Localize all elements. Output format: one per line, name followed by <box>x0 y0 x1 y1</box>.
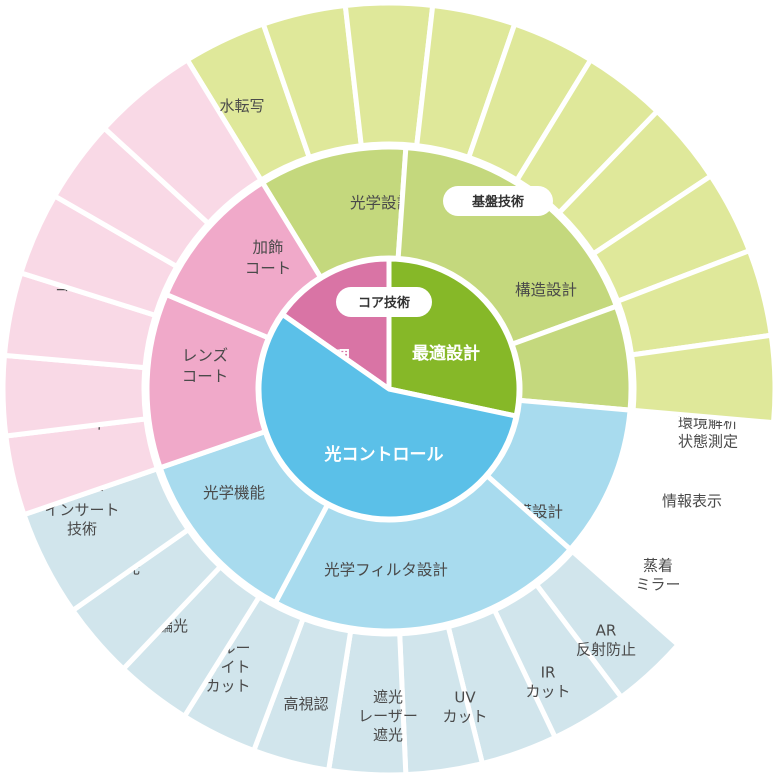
outer-segment-label: 蒸着ミラー <box>635 557 680 594</box>
core-ring: 表面処理最適設計光コントロール <box>256 256 522 522</box>
core-segment-label: 光コントロール <box>324 444 444 465</box>
middle-segment-label: 構造設計 <box>515 281 577 299</box>
segment-label-line: 高視認 <box>283 695 328 713</box>
middle-segment-label: 加飾コート <box>245 239 292 278</box>
middle-segment-label: 光学設計 <box>350 194 412 212</box>
segment-label-line: カット <box>525 683 570 701</box>
base-tech-tag: 基盤技術 <box>443 186 553 216</box>
segment-label-line: 構造設計 <box>515 281 577 299</box>
core-tech-tag-label: コア技術 <box>358 295 410 311</box>
outer-segment[interactable]: 高視認 <box>251 615 354 773</box>
outer-segment[interactable]: 情報表示 <box>629 332 778 510</box>
segment-label-line: UV <box>454 689 476 707</box>
core-segment-label: 最適設計 <box>412 343 480 364</box>
core-tech-tag: コア技術 <box>336 287 432 317</box>
outer-segment-label: 情報表示 <box>662 492 722 510</box>
segment-label-line: コート <box>245 260 292 278</box>
segment-label-line: 水転写 <box>219 97 264 115</box>
segment-label-line: 情報表示 <box>662 492 722 510</box>
segment-label-line: 遮光 <box>373 688 403 706</box>
middle-segment-label: 光学機能 <box>203 484 265 502</box>
segment-label-line: IR <box>541 664 556 682</box>
segment-label-line: ミラー <box>635 576 680 594</box>
segment-label-line: インサート <box>44 501 119 519</box>
segment-label-line: 光学機能 <box>203 484 265 502</box>
outer-segment-label: 遮光レーザー遮光 <box>358 688 418 744</box>
segment-label-line: 光学フィルタ設計 <box>324 561 448 579</box>
segment-label-line: 反射防止 <box>576 641 636 659</box>
outer-segment-label: 高視認 <box>283 695 328 713</box>
outer-segment-label: UV カット <box>442 689 487 726</box>
segment-label-line: 光学設計 <box>350 194 412 212</box>
core-segment-shape <box>256 311 519 522</box>
outer-segment-label: AR 反射防止 <box>576 622 636 659</box>
segment-label-line: AR <box>596 622 617 640</box>
outer-segment[interactable]: 遮光レーザー遮光 <box>326 628 418 778</box>
outer-segment-label: 水転写 <box>219 97 264 115</box>
outer-segment[interactable]: 水転写 <box>101 57 265 226</box>
tags: コア技術 基盤技術 <box>336 186 553 317</box>
segment-label-line: コート <box>182 368 229 386</box>
core-tech-tag-pill <box>336 287 432 317</box>
middle-segment-label: 光学フィルタ設計 <box>324 561 448 579</box>
segment-label-line: 加飾 <box>252 239 283 257</box>
segment-label-line: カット <box>205 677 250 695</box>
segment-label-line: 状態測定 <box>678 433 738 451</box>
segment-label-line: カット <box>442 708 487 726</box>
outer-segment-label: IR カット <box>525 664 570 701</box>
outer-segment-shape <box>629 332 778 426</box>
segment-label-line: 蒸着 <box>643 557 673 575</box>
segment-label-line: レンズ <box>182 347 228 365</box>
base-tech-tag-pill <box>443 186 553 216</box>
middle-segment-label: レンズコート <box>182 347 229 386</box>
segment-label-line: レーザー <box>358 707 418 725</box>
segment-label-line: 遮光 <box>373 726 403 744</box>
outer-segment-shape <box>101 57 264 226</box>
core-segment-light[interactable]: 光コントロール <box>256 311 519 522</box>
base-tech-tag-label: 基盤技術 <box>471 194 524 210</box>
segment-label-line: 技術 <box>67 520 97 538</box>
